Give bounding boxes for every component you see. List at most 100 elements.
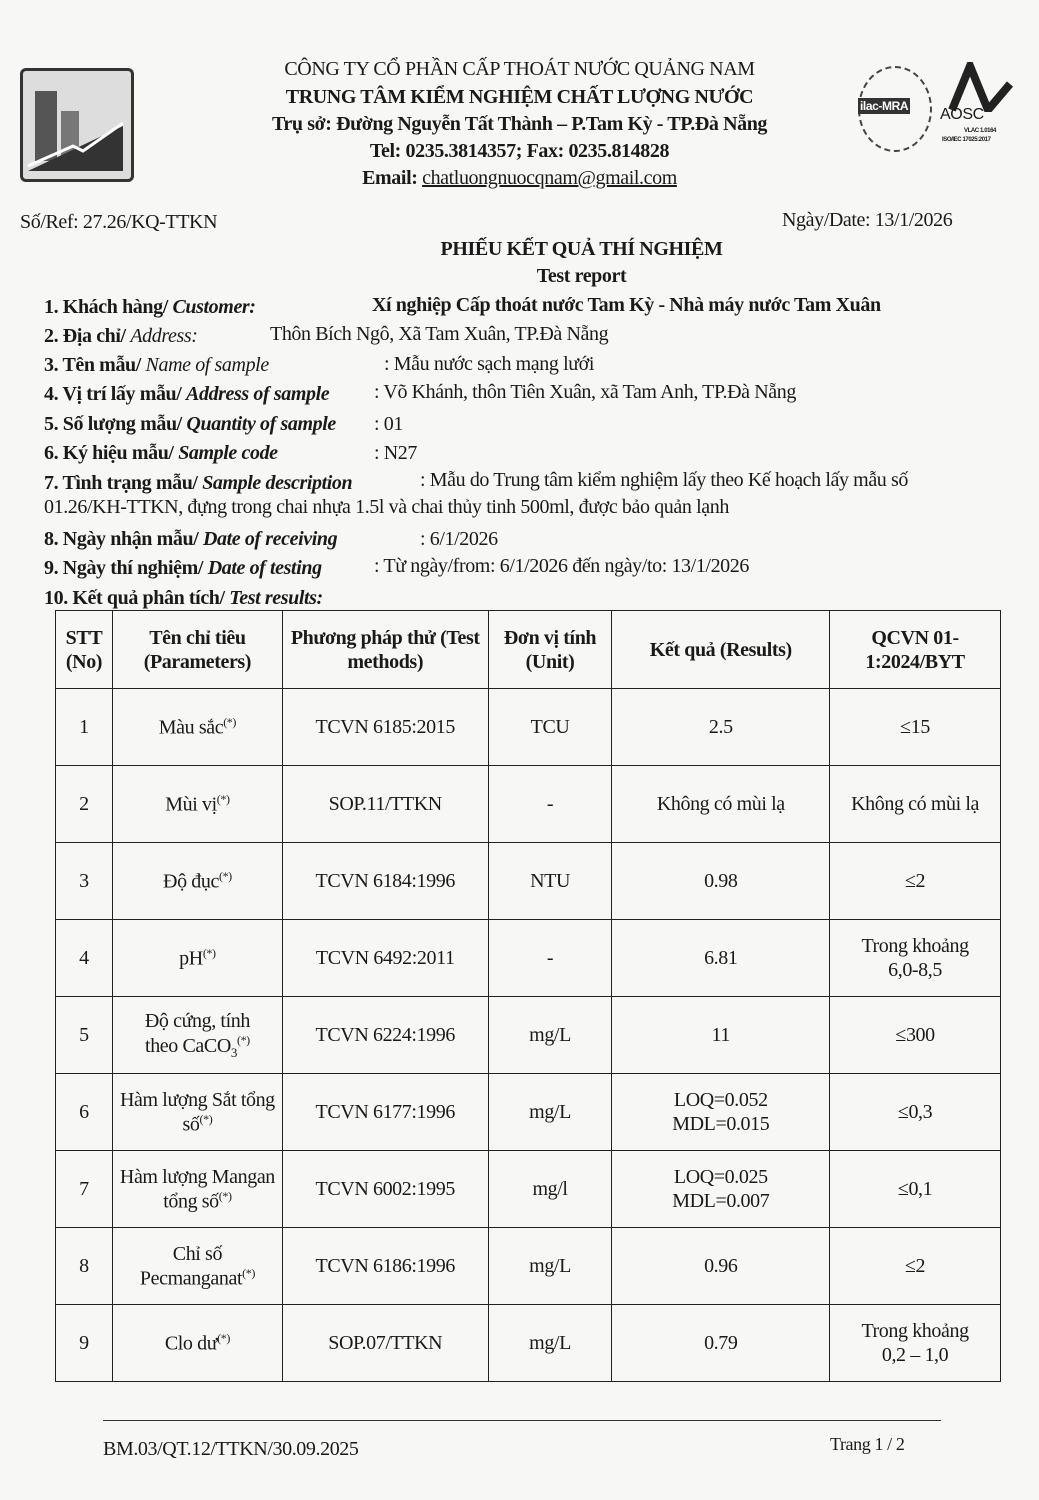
- parameter-name: Hàm lượng Sắt tổng số: [120, 1088, 275, 1136]
- cell-no: 6: [55, 1073, 113, 1151]
- cell-parameter: Hàm lượng Sắt tổng số(*): [111, 1073, 283, 1151]
- table-row: 4 pH(*) TCVN 6492:2011-6.81 Trong khoảng 6,0…: [55, 919, 1001, 997]
- cell-parameter: Mùi vị(*): [111, 765, 283, 843]
- cell-result: 0.96: [611, 1227, 831, 1305]
- field-quantity: 5. Số lượng mẫu/ Quantity of sample: [44, 413, 336, 435]
- cell-result: LOQ=0.025 MDL=0.007: [611, 1150, 831, 1228]
- field-address: 2. Địa chỉ/ Address:: [44, 325, 198, 347]
- cell-method: TCVN 6177:1996: [281, 1073, 489, 1151]
- cell-no: 7: [55, 1150, 113, 1228]
- aosc-text: AOSC: [940, 106, 984, 123]
- cell-result: 0.79: [611, 1304, 831, 1382]
- table-header-row: STT (No) Tên chỉ tiêu (Parameters) Phươn…: [55, 610, 1001, 689]
- cell-no: 5: [55, 996, 113, 1074]
- cell-limit: ≤0,1: [829, 1150, 1001, 1228]
- vlac-text: VLAC 1.0164: [964, 128, 996, 134]
- cell-method: TCVN 6492:2011: [281, 919, 489, 997]
- table-row: 1 Màu sắc(*) TCVN 6185:2015 TCU 2.5 ≤15: [55, 688, 1001, 766]
- cell-parameter: Clo dư(*): [111, 1304, 283, 1382]
- cell-method: TCVN 6002:1995: [281, 1150, 489, 1228]
- parameter-name: Màu sắc: [158, 716, 224, 739]
- header-unit: Đơn vị tính (Unit): [487, 610, 613, 689]
- cell-no: 3: [55, 842, 113, 920]
- parameter-name: Hàm lượng Mangan tổng số: [119, 1165, 275, 1213]
- table-row: 8 Chỉ số Pecmanganat(*) TCVN 6186:1996 mg/L…: [55, 1227, 1001, 1305]
- email-link[interactable]: chatluongnuocqnam@gmail.com: [422, 167, 677, 189]
- iso-text: ISO/IEC 17025:2017: [942, 137, 991, 143]
- cell-unit: -: [487, 919, 613, 997]
- cell-parameter: pH(*): [111, 919, 283, 997]
- field-sample-code: 6. Ký hiệu mẫu/ Sample code: [44, 442, 278, 464]
- field-sample-location-value: : Võ Khánh, thôn Tiên Xuân, xã Tam Anh, …: [374, 381, 796, 403]
- footer-divider: [103, 1420, 941, 1421]
- table-row: 2 Mùi vị(*) SOP.11/TTKN - Không có mùi lạ Khô…: [55, 765, 1001, 843]
- cell-result: 6.81: [611, 919, 831, 997]
- head-office-address: Trụ sở: Đường Nguyễn Tất Thành – P.Tam K…: [271, 113, 768, 135]
- header-test-methods: Phương pháp thử (Test methods): [281, 610, 489, 689]
- field-quantity-value: : 01: [374, 413, 403, 435]
- cell-no: 1: [55, 688, 113, 766]
- cell-parameter: Độ đục(*): [111, 842, 283, 920]
- parameter-name: Độ cứng, tính theo CaCO3: [144, 1010, 250, 1061]
- ilac-text: ilac-MRA: [858, 98, 911, 114]
- field-sample-location: 4. Vị trí lấy mẫu/ Address of sample: [44, 383, 330, 405]
- cell-limit: Trong khoảng 6,0-8,5: [829, 919, 1001, 997]
- field-testing-date: 9. Ngày thí nghiệm/ Date of testing: [44, 557, 322, 579]
- cell-method: SOP.11/TTKN: [281, 765, 489, 843]
- cell-result: 2.5: [611, 688, 831, 766]
- parameter-name: Độ đục: [163, 870, 219, 893]
- company-name: CÔNG TY CỔ PHẦN CẤP THOÁT NƯỚC QUẢNG NAM: [284, 58, 755, 80]
- contact-email: Email: chatluongnuocqnam@gmail.com: [0, 167, 1039, 190]
- cell-method: SOP.07/TTKN: [281, 1304, 489, 1382]
- cell-limit: ≤300: [829, 996, 1001, 1074]
- cell-parameter: Màu sắc(*): [111, 688, 283, 766]
- cell-limit: ≤2: [829, 1227, 1001, 1305]
- cell-limit: Trong khoảng 0,2 – 1,0: [829, 1304, 1001, 1382]
- reference-number: Số/Ref: 27.26/KQ-TTKN: [20, 211, 218, 233]
- report-subtitle: Test report: [536, 265, 627, 287]
- field-customer: 1. Khách hàng/ Customer:: [44, 296, 256, 318]
- cell-method: TCVN 6224:1996: [281, 996, 489, 1074]
- header-standard: QCVN 01-1:2024/BYT: [829, 610, 1001, 689]
- cell-limit: ≤0,3: [829, 1073, 1001, 1151]
- cell-unit: -: [487, 765, 613, 843]
- cell-limit: Không có mùi lạ: [829, 765, 1001, 843]
- cell-result: 0.98: [611, 842, 831, 920]
- header-results: Kết quả (Results): [611, 610, 831, 689]
- cell-result: 11: [611, 996, 831, 1074]
- field-sample-name-value: : Mẫu nước sạch mạng lưới: [384, 353, 595, 375]
- cell-no: 2: [55, 765, 113, 843]
- email-label: Email:: [362, 167, 418, 189]
- cell-unit: mg/L: [487, 1227, 613, 1305]
- cell-unit: mg/l: [487, 1150, 613, 1228]
- contact-phone-fax: Tel: 0235.3814357; Fax: 0235.814828: [369, 140, 670, 162]
- field-sample-code-value: : N27: [374, 442, 418, 464]
- field-customer-value: Xí nghiệp Cấp thoát nước Tam Kỳ - Nhà má…: [372, 294, 881, 316]
- cell-limit: ≤2: [829, 842, 1001, 920]
- table-row: 9 Clo dư(*) SOP.07/TTKN mg/L 0.79 Trong khoản…: [55, 1304, 1001, 1382]
- cell-no: 9: [55, 1304, 113, 1382]
- aosc-logo: AOSC VLAC 1.0164 ISO/IEC 17025:2017: [940, 55, 1020, 152]
- results-table: STT (No) Tên chỉ tiêu (Parameters) Phươn…: [55, 610, 1001, 1382]
- cell-unit: mg/L: [487, 996, 613, 1074]
- field-sample-description-value-2: 01.26/KH-TTKN, đựng trong chai nhựa 1.5l…: [44, 496, 729, 518]
- cell-parameter: Hàm lượng Mangan tổng số(*): [111, 1150, 283, 1228]
- page-number: Trang 1 / 2: [830, 1434, 905, 1454]
- field-address-value: Thôn Bích Ngô, Xã Tam Xuân, TP.Đà Nẵng: [270, 323, 609, 345]
- table-row: 5 Độ cứng, tính theo CaCO3(*) TCVN 6224:199…: [55, 996, 1001, 1074]
- cell-unit: mg/L: [487, 1073, 613, 1151]
- report-date: Ngày/Date: 13/1/2026: [782, 209, 953, 231]
- cell-method: TCVN 6185:2015: [281, 688, 489, 766]
- field-receiving-date: 8. Ngày nhận mẫu/ Date of receiving: [44, 528, 338, 550]
- header-no: STT (No): [55, 610, 113, 689]
- field-test-results: 10. Kết quả phân tích/ Test results:: [44, 587, 323, 609]
- cell-no: 4: [55, 919, 113, 997]
- cell-no: 8: [55, 1227, 113, 1305]
- form-code: BM.03/QT.12/TTKN/30.09.2025: [103, 1438, 359, 1460]
- table-row: 3 Độ đục(*) TCVN 6184:1996 NTU 0.98 ≤2: [55, 842, 1001, 920]
- field-sample-name: 3. Tên mẫu/ Name of sample: [44, 354, 269, 376]
- cell-parameter: Độ cứng, tính theo CaCO3(*): [111, 996, 283, 1074]
- cell-result: Không có mùi lạ: [611, 765, 831, 843]
- cell-unit: mg/L: [487, 1304, 613, 1382]
- field-testing-date-value: : Từ ngày/from: 6/1/2026 đến ngày/to: 13…: [374, 555, 749, 577]
